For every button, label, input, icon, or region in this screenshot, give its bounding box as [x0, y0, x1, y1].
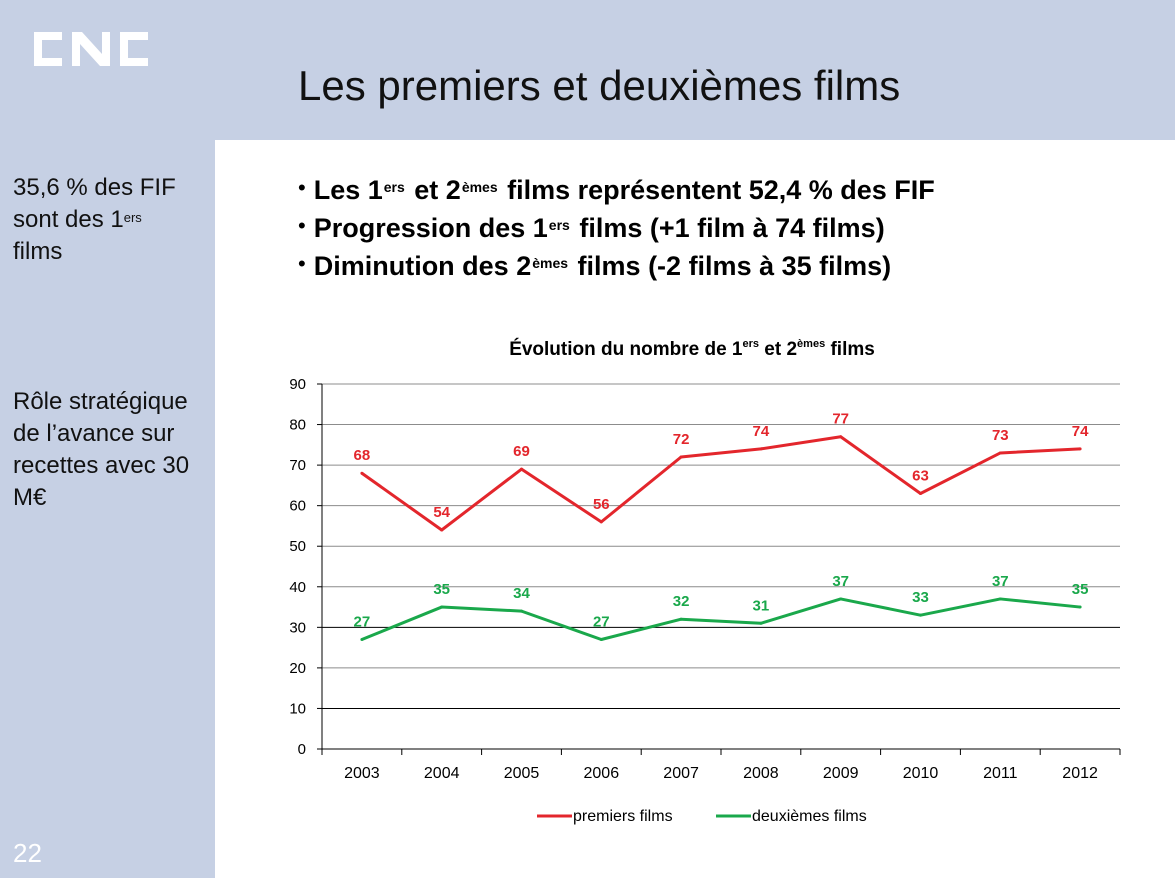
data-label: 34 — [513, 585, 530, 602]
data-label: 27 — [354, 614, 371, 631]
data-label: 74 — [753, 423, 770, 440]
bullet-dot: • — [298, 251, 306, 276]
data-point — [839, 597, 843, 601]
data-point — [679, 455, 683, 459]
data-label: 54 — [433, 504, 450, 521]
x-tick-label: 2011 — [983, 765, 1018, 782]
y-tick-label: 0 — [298, 741, 306, 758]
page-title: Les premiers et deuxièmes films — [298, 62, 901, 109]
y-tick-label: 70 — [289, 457, 306, 474]
series-line-premiers — [361, 435, 1081, 532]
data-point — [520, 609, 523, 613]
data-label: 63 — [912, 468, 929, 485]
legend-label: deuxièmes films — [752, 808, 867, 825]
y-tick-label: 30 — [289, 619, 306, 636]
y-tick-label: 20 — [289, 660, 306, 677]
x-tick-label: 2005 — [504, 765, 540, 782]
data-point — [998, 451, 1002, 455]
data-point — [520, 467, 523, 471]
x-tick-label: 2010 — [903, 765, 939, 782]
data-label: 77 — [832, 411, 849, 428]
data-label: 32 — [673, 593, 690, 610]
x-tick-label: 2009 — [823, 765, 859, 782]
y-tick-label: 90 — [289, 376, 306, 393]
y-tick-label: 60 — [289, 498, 306, 515]
data-point — [759, 621, 763, 625]
data-point — [759, 447, 763, 451]
page-number: 22 — [13, 838, 42, 868]
data-point — [1078, 605, 1082, 609]
data-label: 68 — [354, 447, 371, 464]
y-tick-label: 50 — [289, 538, 306, 555]
x-tick-label: 2006 — [584, 765, 620, 782]
y-tick-label: 40 — [289, 579, 306, 596]
legend-label: premiers films — [573, 808, 673, 825]
data-label: 37 — [832, 573, 849, 590]
sidebar-band — [0, 140, 215, 878]
data-point — [919, 492, 922, 495]
data-label: 31 — [753, 597, 770, 614]
data-label: 69 — [513, 443, 530, 460]
data-point — [998, 597, 1002, 601]
chart-title: Évolution du nombre de 1ers et 2èmes fil… — [509, 338, 875, 360]
data-point — [360, 638, 364, 641]
x-tick-label: 2003 — [344, 765, 380, 782]
x-tick-label: 2008 — [743, 765, 779, 782]
bullet-item: • Les 1ers et 2èmes films représentent 52… — [298, 175, 935, 205]
bullet-dot: • — [298, 213, 306, 238]
x-tick-label: 2012 — [1062, 765, 1098, 782]
data-label: 33 — [912, 589, 929, 606]
data-label: 73 — [992, 427, 1009, 444]
bullet-item: • Progression des 1ers films (+1 film à 7… — [298, 213, 885, 243]
x-tick-label: 2004 — [424, 765, 460, 782]
data-point — [360, 471, 364, 475]
x-tick-label: 2007 — [663, 765, 699, 782]
series-line-deuxiemes — [361, 597, 1081, 641]
data-label: 56 — [593, 496, 610, 513]
data-point — [839, 435, 843, 439]
y-tick-label: 80 — [289, 417, 306, 434]
data-point — [599, 638, 603, 641]
y-tick-label: 10 — [289, 700, 306, 717]
data-point — [679, 617, 683, 621]
data-point — [919, 613, 922, 617]
cnc-logo — [34, 32, 148, 66]
header-band — [0, 0, 1175, 140]
bullet-dot: • — [298, 175, 306, 200]
data-point — [440, 605, 444, 609]
data-label: 35 — [1072, 581, 1089, 598]
data-label: 37 — [992, 573, 1009, 590]
bullet-item: • Diminution des 2èmes films (-2 films à … — [298, 251, 892, 281]
sidebar-note-fif: 35,6 % des FIF sont des 1ers films — [13, 174, 176, 265]
data-label: 35 — [433, 581, 450, 598]
data-label: 72 — [673, 431, 690, 448]
data-point — [599, 520, 603, 524]
sidebar-note-avance: Rôle stratégique de l’avance sur recette… — [13, 388, 190, 511]
data-label: 74 — [1072, 423, 1089, 440]
bullet-list: • Les 1ers et 2èmes films représentent 52… — [298, 172, 935, 286]
data-point — [440, 528, 444, 532]
data-label: 27 — [593, 614, 610, 631]
data-point — [1078, 447, 1082, 451]
